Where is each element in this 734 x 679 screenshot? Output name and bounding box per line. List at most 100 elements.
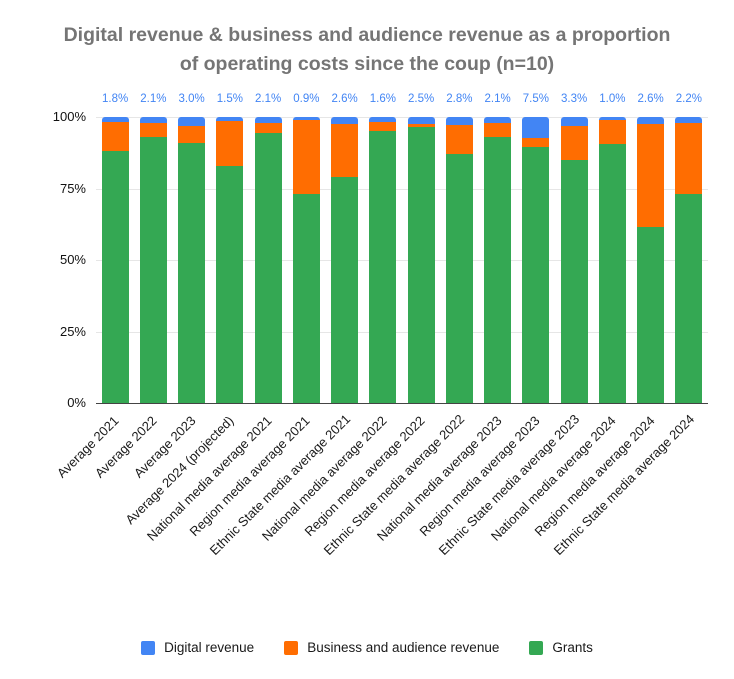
bar-stack — [598, 117, 626, 403]
bar-segment-business-and-audience-revenue — [484, 123, 512, 138]
bar-segment-business-and-audience-revenue — [598, 119, 626, 145]
bar-column: 2.2% — [670, 93, 708, 403]
bar-value-label: 2.5% — [408, 93, 435, 105]
bar-stack — [675, 117, 703, 403]
bar-segment-grants — [101, 151, 129, 403]
y-axis-tick-label: 25% — [59, 323, 86, 339]
x-axis-category-label: Ethnic State media average 2024 — [550, 411, 698, 558]
bar-segment-digital-revenue — [598, 117, 626, 120]
bar-column: 2.1% — [249, 93, 287, 403]
bar-segment-business-and-audience-revenue — [178, 125, 206, 143]
bar-stack — [292, 117, 320, 403]
bar-segment-digital-revenue — [331, 117, 359, 125]
bar-segment-business-and-audience-revenue — [254, 123, 282, 133]
bar-segment-digital-revenue — [522, 117, 550, 139]
bar-column: 1.8% — [96, 93, 134, 403]
legend-label: Grants — [552, 640, 593, 655]
bar-stack — [331, 117, 359, 403]
gridline — [96, 331, 708, 333]
bar-value-label: 2.1% — [140, 93, 167, 105]
bar-segment-business-and-audience-revenue — [331, 124, 359, 178]
bar-segment-digital-revenue — [369, 117, 397, 122]
gridline — [96, 260, 708, 261]
bar-column: 2.1% — [134, 93, 172, 403]
bar-value-label: 3.0% — [178, 93, 205, 105]
y-axis-tick-label: 100% — [52, 109, 86, 124]
bar-segment-business-and-audience-revenue — [216, 121, 244, 166]
y-axis-tick-label: 75% — [59, 180, 86, 196]
bar-stack — [407, 117, 435, 403]
bar-value-label: 7.5% — [522, 93, 549, 105]
x-axis-category-label: National media average 2022 — [258, 413, 390, 544]
bar-segment-digital-revenue — [292, 117, 320, 120]
bar-segment-digital-revenue — [216, 117, 244, 122]
gridline — [96, 117, 708, 118]
bar-value-label: 2.1% — [255, 93, 282, 105]
bar-value-label: 2.8% — [446, 93, 473, 105]
bar-segment-digital-revenue — [254, 117, 282, 124]
chart-title: Digital revenue & business and audience … — [0, 21, 734, 79]
bar-segment-business-and-audience-revenue — [675, 123, 703, 195]
x-axis-category-label: Region media average 2023 — [416, 413, 543, 540]
bar-column: 2.1% — [479, 93, 517, 403]
bar-column: 3.0% — [173, 93, 211, 403]
legend-swatch — [529, 640, 544, 655]
bar-column: 1.5% — [211, 93, 249, 403]
bar-value-label: 0.9% — [293, 93, 320, 105]
bar-segment-digital-revenue — [484, 117, 512, 124]
bar-stack — [254, 117, 282, 403]
chart-title-line2: of operating costs since the coup (n=10) — [179, 52, 555, 75]
bar-stack — [637, 117, 665, 403]
bar-segment-grants — [216, 165, 244, 403]
bar-column: 1.0% — [593, 93, 631, 403]
bar-value-label: 2.2% — [675, 93, 702, 105]
legend-item: Digital revenue — [141, 640, 254, 655]
bar-segment-digital-revenue — [675, 117, 703, 124]
bar-column: 2.6% — [632, 93, 670, 403]
legend-swatch — [284, 640, 299, 655]
x-axis-category-label: National media average 2021 — [144, 413, 275, 544]
legend-swatch — [141, 640, 156, 655]
bar-stack — [522, 117, 550, 403]
bars-area: 1.8% 2.1% 3.0% 1.5% 2.1% 0.9% 2.6% 1.6% 2.5% 2.8%… — [96, 93, 708, 403]
bar-segment-grants — [369, 131, 397, 403]
bar-segment-grants — [139, 137, 167, 403]
bar-segment-digital-revenue — [560, 117, 588, 127]
bar-segment-grants — [254, 132, 282, 403]
bar-column: 2.8% — [440, 93, 478, 403]
bar-segment-business-and-audience-revenue — [139, 123, 167, 138]
bar-value-label: 2.6% — [331, 93, 358, 105]
bar-stack — [484, 117, 512, 403]
bar-column: 2.6% — [326, 93, 364, 403]
bar-column: 3.3% — [555, 93, 593, 403]
bar-value-label: 1.0% — [599, 93, 626, 105]
bar-segment-grants — [331, 177, 359, 403]
bar-segment-grants — [292, 194, 320, 403]
bar-segment-digital-revenue — [178, 117, 206, 126]
legend-item: Grants — [529, 640, 593, 655]
bar-segment-grants — [675, 194, 703, 403]
bar-segment-business-and-audience-revenue — [445, 125, 473, 155]
bar-segment-grants — [637, 227, 665, 403]
bar-stack — [445, 117, 473, 403]
bar-segment-digital-revenue — [407, 117, 435, 125]
legend-label: Digital revenue — [164, 640, 255, 655]
bar-value-label: 3.3% — [561, 93, 588, 105]
bar-stack — [178, 117, 206, 403]
legend: Digital revenue Business and audience rev… — [0, 640, 734, 655]
bar-value-label: 2.6% — [637, 93, 664, 105]
bar-column: 1.6% — [364, 93, 402, 403]
bar-segment-business-and-audience-revenue — [369, 121, 397, 132]
y-axis-tick-label: 0% — [67, 395, 86, 410]
bar-value-label: 1.8% — [102, 93, 129, 105]
bar-value-label: 1.6% — [369, 93, 396, 105]
bar-stack — [139, 117, 167, 403]
y-axis-tick-label: 50% — [59, 252, 86, 267]
bar-segment-grants — [598, 144, 626, 403]
bar-column: 7.5% — [517, 93, 555, 403]
x-axis-category-label: Region media average 2022 — [301, 413, 428, 540]
bar-segment-digital-revenue — [101, 117, 129, 123]
x-axis-category-label: Average 2024 (projected) — [122, 413, 237, 528]
legend-item: Business and audience revenue — [284, 640, 499, 655]
